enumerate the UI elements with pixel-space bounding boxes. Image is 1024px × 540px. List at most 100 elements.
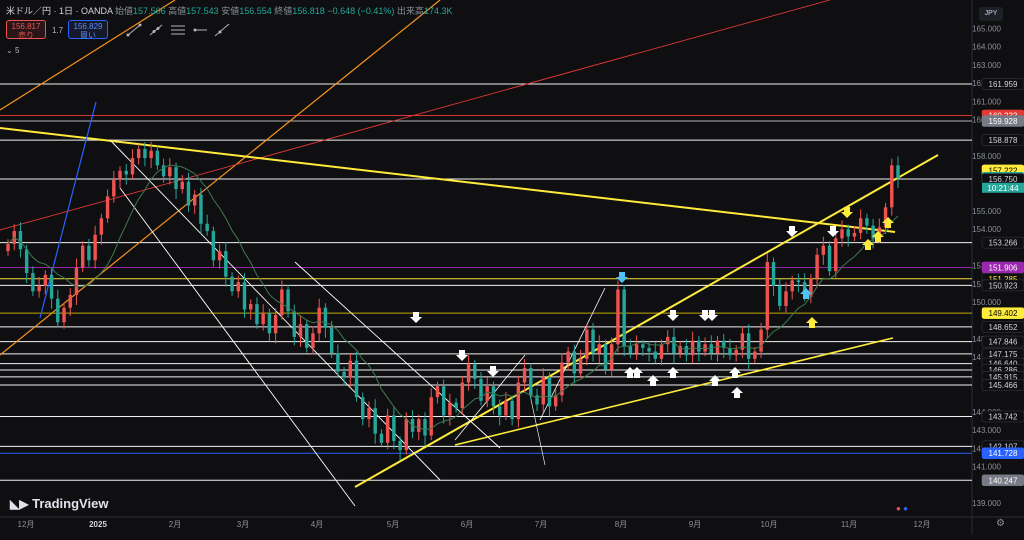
candle-body [24,249,29,274]
candle-body [323,307,328,328]
candle-body [385,415,390,443]
price-label-text: 140.247 [989,476,1018,485]
high-label: 高値 [168,6,187,16]
time-tick-label: 12月 [914,520,931,529]
candle-body [541,377,545,405]
red-trend-line [0,0,831,231]
price-label-text: 158.878 [989,136,1018,145]
down-arrow-marker [667,310,679,321]
countdown-text: 10:21:44 [987,184,1019,193]
up-arrow-marker [729,367,741,378]
wave-line [454,354,526,441]
price-label-tag [981,321,1024,333]
time-tick-label: 10月 [761,520,778,529]
candle-body [485,386,489,401]
down-arrow-marker [487,366,499,377]
candle-body [460,382,465,409]
open-label: 始値 [115,6,134,16]
candle-body [809,278,813,297]
price-label-tag [981,335,1024,348]
candle-body [572,351,577,374]
candle-body [404,419,409,451]
settings-gear-icon[interactable]: ⚙ [996,518,1005,529]
price-tick-label: 150.000 [972,298,1001,307]
channel-line [119,187,356,507]
time-tick-label: 11月 [841,520,857,529]
candle-body [827,245,832,272]
event-icon[interactable]: ● [896,504,901,513]
price-label-tag [981,134,1024,146]
candle-body [858,218,863,233]
candle-body [684,346,689,356]
price-label-text: 151.285 [989,275,1018,284]
up-arrow-marker [862,239,874,250]
price-label-tag [981,279,1024,292]
price-tick-label: 154.000 [972,225,1001,234]
candle-body [566,351,570,363]
orange-trend-line [0,0,441,356]
candle-body [672,336,676,354]
price-tick-label: 161.000 [972,97,1001,106]
candle-body [734,349,738,356]
price-label-text: 159.928 [989,117,1018,126]
price-tick-label: 163.000 [972,61,1001,70]
candle-body [317,307,321,334]
candle-body [236,282,240,292]
candle-body [553,395,558,407]
trend-line-tool-icon[interactable] [126,23,142,37]
candle-body [473,364,477,379]
candle-body [441,386,446,416]
event-markers[interactable]: ● ● [896,504,908,513]
price-label-tag [981,261,1024,274]
price-label-tag [981,474,1024,487]
candle-body [535,395,539,405]
candle-body [49,274,54,299]
high-value: 157.543 [186,6,219,16]
candle-body [392,415,396,441]
candle-body [890,165,894,208]
buy-button[interactable]: 156.829 買い [68,20,108,40]
event-icon[interactable]: ● [903,504,908,513]
sell-label: 売り [18,31,34,40]
currency-selector[interactable]: JPY [979,7,1003,21]
candle-body [815,254,819,279]
down-arrow-marker [699,310,711,321]
countdown-tag [982,182,1024,193]
symbol-title[interactable]: 米ドル／円 · 1日 · OANDA [6,6,113,16]
sell-button[interactable]: 156.817 売り [6,20,46,40]
candle-body [174,167,178,190]
extended-line-tool-icon[interactable] [214,23,230,37]
price-label-text: 146.286 [989,366,1018,375]
candle-body [834,238,838,272]
candle-body [118,170,122,180]
volume-value: 174.3K [423,6,453,16]
price-label-text: 141.728 [989,449,1018,458]
down-arrow-marker [410,312,422,323]
fib-tool-icon[interactable] [170,23,186,37]
candle-body [784,291,788,306]
price-tick-label: 158.000 [972,152,1001,161]
price-label-text: 149.402 [989,309,1018,318]
candle-body [99,218,104,235]
up-arrow-marker [806,317,818,328]
spread-value: 1.7 [52,26,64,35]
time-tick-label: 8月 [615,520,627,529]
candle-body [149,150,153,159]
candle-body [883,207,888,228]
yellow-support-line [454,337,894,446]
candle-body [522,367,527,383]
time-tick-label: 9月 [689,520,701,529]
ray-tool-icon[interactable] [148,23,164,37]
buy-label: 買い [80,31,96,40]
price-tick-label: 139.000 [972,499,1001,508]
candle-body [373,408,377,434]
price-label-text: 151.906 [989,263,1018,272]
candle-body [722,340,726,348]
down-arrow-marker [706,310,718,321]
indicator-toggle[interactable]: ⌄ 5 [6,46,19,55]
time-tick-label: 6月 [461,520,473,529]
horizontal-ray-tool-icon[interactable] [192,23,208,37]
candle-body [896,165,900,179]
